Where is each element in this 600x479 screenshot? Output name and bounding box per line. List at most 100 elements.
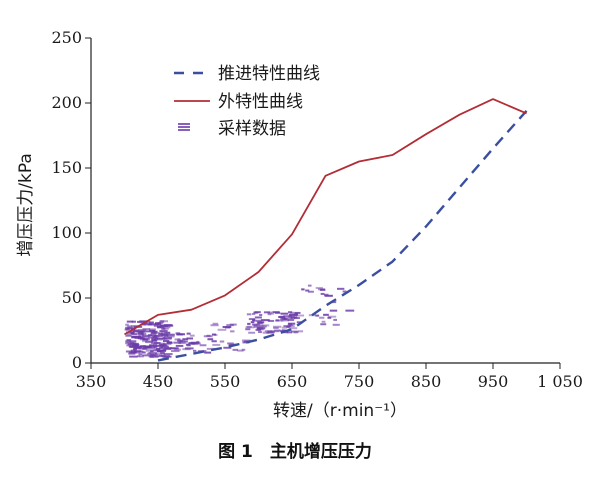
sample-point	[252, 319, 257, 322]
sample-point	[259, 313, 263, 316]
sample-point	[159, 352, 165, 355]
sample-point	[162, 334, 166, 337]
sample-point	[280, 312, 289, 315]
sample-point	[214, 333, 218, 336]
sample-point	[129, 342, 135, 345]
legend-label: 外特性曲线	[218, 92, 303, 112]
sample-point	[139, 330, 146, 333]
sample-point	[149, 344, 154, 347]
sample-point	[232, 348, 239, 351]
sample-point	[134, 350, 142, 353]
sample-point	[134, 346, 142, 349]
sample-point	[158, 349, 164, 352]
sample-point	[135, 351, 140, 354]
sample-point	[142, 340, 147, 343]
sample-point	[139, 336, 144, 339]
sample-point	[127, 327, 137, 330]
sample-point	[206, 334, 211, 337]
sample-point	[153, 355, 159, 358]
sample-point	[137, 355, 141, 358]
sample-point	[255, 319, 262, 322]
sample-point	[177, 339, 183, 342]
sample-point	[177, 338, 181, 341]
sample-point	[273, 325, 282, 328]
sample-point	[158, 332, 163, 335]
sample-point	[266, 331, 275, 334]
sample-point	[150, 336, 158, 339]
sample-point	[148, 352, 158, 355]
sample-point	[130, 349, 136, 352]
sample-point	[144, 345, 153, 348]
sample-point	[150, 331, 157, 334]
sample-point	[281, 326, 287, 329]
sample-point	[217, 328, 227, 331]
sample-point	[284, 317, 293, 320]
sample-point	[301, 288, 305, 291]
sample-point	[332, 323, 340, 326]
sample-point	[229, 323, 237, 326]
sample-point	[345, 309, 355, 312]
y-tick-label: 50	[62, 288, 82, 307]
sample-point	[262, 324, 270, 327]
sample-point	[142, 351, 146, 354]
sample-point	[315, 286, 323, 289]
sample-point	[151, 353, 158, 356]
x-tick-label: 450	[143, 372, 174, 391]
sample-point	[125, 340, 131, 343]
sample-point	[286, 325, 290, 328]
sample-point	[131, 341, 136, 344]
sample-point	[126, 340, 132, 343]
sample-point	[275, 311, 281, 314]
sample-point	[267, 319, 275, 322]
sample-point	[267, 313, 272, 316]
sample-point	[149, 355, 155, 358]
sample-point	[178, 341, 186, 344]
sample-point	[293, 317, 300, 320]
sample-point	[185, 343, 191, 346]
sample-point	[125, 350, 133, 353]
legend-swatch-samples	[187, 123, 190, 125]
sample-point	[138, 334, 144, 337]
sample-point	[131, 320, 136, 323]
sample-point	[162, 354, 171, 357]
sample-point	[175, 344, 184, 347]
sample-point	[150, 333, 157, 336]
sample-point	[160, 324, 169, 327]
sample-point	[154, 353, 162, 356]
legend-swatch-samples	[178, 126, 181, 128]
sample-point	[160, 320, 165, 323]
legend-label: 采样数据	[218, 119, 286, 139]
sample-point	[207, 338, 214, 341]
sample-point	[248, 318, 256, 321]
sample-point	[237, 349, 244, 352]
sample-point	[327, 315, 337, 318]
sample-point	[164, 335, 169, 338]
sample-point	[293, 331, 298, 334]
sample-point	[230, 330, 235, 333]
sample-point	[153, 330, 158, 333]
sample-point	[286, 331, 293, 334]
sample-point	[280, 319, 290, 322]
sample-point	[191, 342, 199, 345]
sample-point	[320, 292, 325, 295]
sample-point	[223, 346, 232, 349]
sample-point	[212, 343, 221, 346]
sample-point	[125, 328, 129, 331]
sample-point	[323, 293, 329, 296]
axes: 350 450 550 650 750 850 950 1 050 0 50 100 150 200 25…	[51, 28, 582, 391]
sample-point	[327, 316, 332, 319]
sample-point	[127, 343, 132, 346]
sample-point	[157, 322, 164, 325]
sample-point	[142, 328, 151, 331]
sample-point	[143, 336, 151, 339]
sample-point	[175, 332, 181, 335]
sample-point	[262, 327, 266, 330]
sample-point	[287, 323, 292, 326]
sample-point	[273, 327, 279, 330]
y-tick-label: 200	[51, 93, 82, 112]
sample-point	[257, 321, 264, 324]
sample-point	[131, 325, 141, 328]
legend-swatch-samples	[181, 123, 184, 125]
sample-point	[159, 330, 168, 333]
sample-point	[270, 330, 280, 333]
